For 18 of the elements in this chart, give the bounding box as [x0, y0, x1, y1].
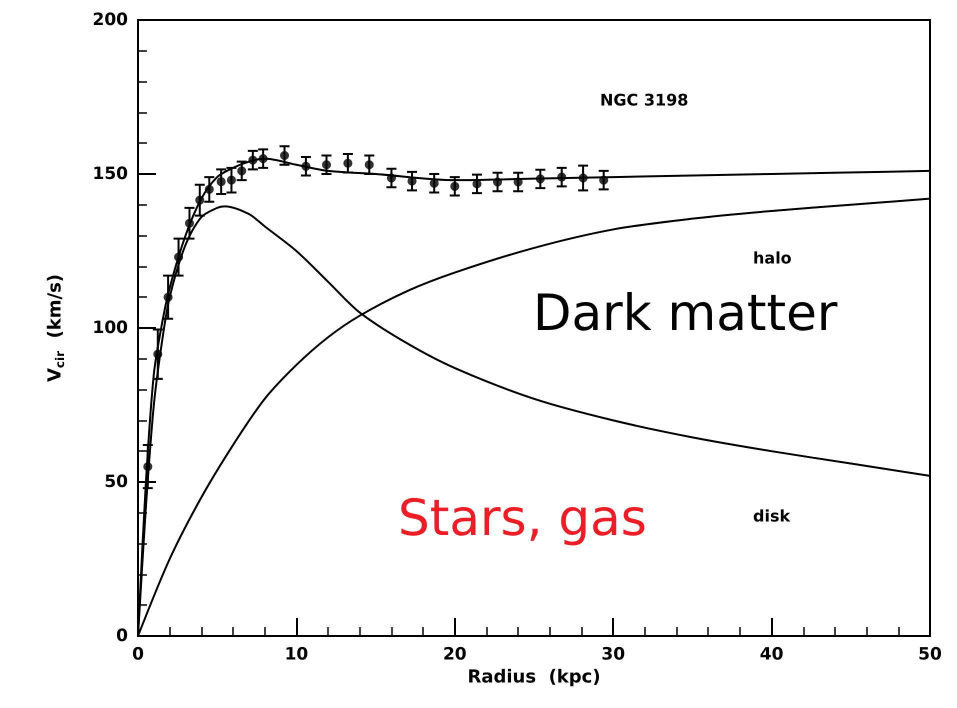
x-tick-label: 10 — [284, 644, 308, 664]
x-tick-label: 30 — [601, 644, 626, 664]
x-tick-label: 0 — [132, 644, 144, 664]
annotation: disk — [753, 506, 790, 526]
y-tick-label: 50 — [104, 472, 128, 492]
y-tick-label: 150 — [92, 164, 128, 184]
annotation: Stars, gas — [398, 489, 647, 547]
annotation: NGC 3198 — [600, 90, 688, 110]
x-tick-label: 20 — [442, 644, 467, 664]
y-tick-label: 200 — [92, 10, 128, 30]
annotation: Dark matter — [533, 284, 838, 342]
annotation: halo — [753, 248, 792, 268]
x-tick-label: 40 — [760, 644, 784, 664]
x-axis-title: Radius (kpc) — [467, 666, 601, 688]
y-tick-label: 100 — [92, 318, 128, 338]
y-tick-label: 0 — [116, 626, 128, 646]
x-tick-label: 50 — [918, 644, 942, 664]
y-axis-title: Vcir (km/s) — [44, 274, 67, 382]
